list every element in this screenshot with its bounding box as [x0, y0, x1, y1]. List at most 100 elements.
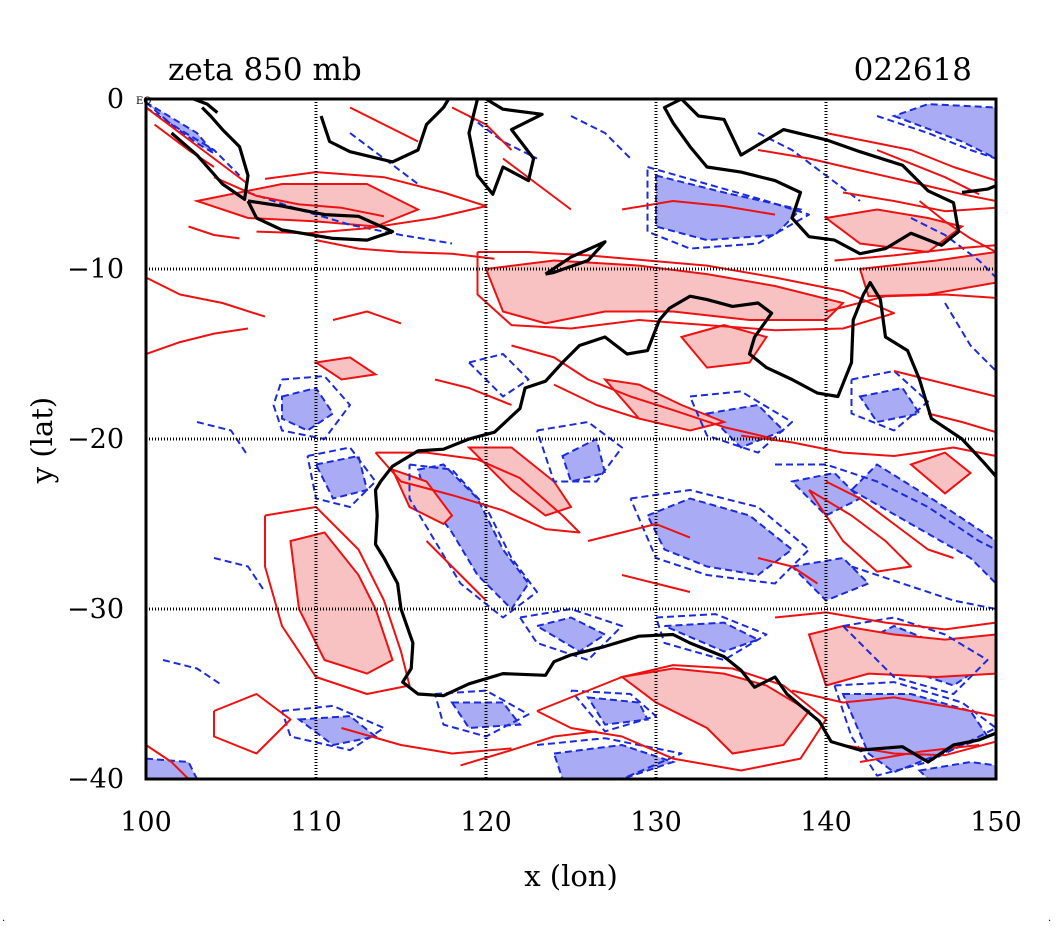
x-tick-label: 120 — [460, 807, 512, 838]
positive-region — [484, 259, 845, 325]
positive-contour — [349, 106, 419, 143]
positive-vorticity-contours — [146, 106, 996, 779]
positive-region — [313, 356, 379, 381]
negative-contour — [689, 390, 793, 454]
map-title: zeta 850 mb — [168, 52, 362, 88]
positive-region — [807, 624, 996, 687]
positive-contour — [511, 344, 776, 440]
negative-contour — [850, 370, 929, 432]
coastline-borneo — [319, 99, 450, 164]
negative-contour — [272, 375, 351, 440]
negative-contour — [349, 132, 419, 185]
negative-region — [891, 103, 996, 160]
corner-dot: · — [2, 916, 5, 927]
coastline-sumatra — [170, 106, 250, 201]
positive-contour — [153, 123, 215, 168]
coastline-australia — [379, 281, 996, 483]
coastline-sulawesi — [467, 99, 544, 196]
timestamp: 022618 — [854, 52, 972, 88]
coastline-new-britain — [961, 184, 996, 195]
negative-contour — [944, 302, 996, 372]
positive-region — [858, 250, 996, 298]
negative-contour — [247, 191, 453, 245]
positive-contour — [859, 744, 980, 763]
negative-contour — [306, 446, 377, 508]
x-axis-label: x (lon) — [524, 859, 618, 893]
negative-region — [281, 386, 335, 432]
negative-contour — [775, 463, 996, 551]
negative-contour — [833, 681, 996, 777]
positive-contour — [146, 276, 266, 318]
negative-contour — [213, 557, 266, 593]
negative-contour — [408, 463, 538, 619]
negative-contour — [851, 565, 996, 610]
negative-region — [917, 760, 996, 779]
positive-contour — [502, 157, 572, 211]
positive-contour — [536, 664, 827, 772]
positive-contour — [332, 310, 402, 325]
positive-contour — [553, 383, 640, 420]
negative-vorticity-contours — [146, 106, 996, 779]
positive-contour — [425, 540, 487, 602]
negative-region — [296, 715, 378, 747]
positive-contour — [791, 689, 996, 718]
positive-region — [679, 324, 769, 369]
positive-contour — [374, 451, 581, 534]
positive-contour — [434, 378, 512, 406]
positive-contour — [476, 251, 895, 332]
positive-region — [909, 451, 973, 495]
y-tick-label: −20 — [67, 424, 124, 455]
positive-contour — [213, 176, 385, 218]
negative-region — [534, 616, 607, 653]
negative-region — [849, 463, 996, 585]
negative-contour — [519, 608, 623, 661]
positive-contour — [876, 149, 980, 196]
negative-region — [858, 386, 922, 424]
negative-region — [664, 621, 761, 653]
positive-contour — [341, 727, 512, 755]
coastline-new-guinea — [662, 99, 961, 256]
positive-contour — [808, 489, 912, 573]
positive-contour — [834, 244, 996, 262]
positive-contour — [146, 106, 249, 185]
coastline-timor — [544, 240, 607, 276]
positive-contour — [825, 132, 996, 182]
negative-region — [789, 556, 871, 602]
equator-tag: EQ — [136, 96, 152, 107]
positive-contour — [740, 434, 996, 457]
positive-region — [619, 667, 811, 755]
y-tick-label: −40 — [67, 764, 124, 795]
positive-contour — [621, 574, 691, 593]
positive-contour — [893, 370, 996, 398]
x-tick-label: 100 — [120, 807, 172, 838]
negative-contour — [468, 115, 538, 160]
positive-contour — [315, 239, 495, 260]
negative-contour — [570, 689, 657, 733]
negative-contour — [434, 689, 530, 738]
x-tick-label: 140 — [800, 807, 852, 838]
positive-contour — [188, 225, 240, 240]
positive-contour — [256, 171, 487, 235]
negative-contour — [536, 421, 623, 483]
negative-contour — [757, 132, 861, 202]
positive-contour — [842, 191, 996, 213]
positive-contour — [927, 412, 996, 434]
x-tick-label: 130 — [630, 807, 682, 838]
negative-contour — [146, 106, 241, 177]
negative-region — [561, 437, 607, 483]
positive-contour — [757, 149, 996, 202]
y-axis-label: y (lat) — [25, 397, 59, 484]
positive-contour — [213, 693, 292, 755]
negative-contour — [196, 421, 249, 457]
negative-contour — [876, 115, 996, 160]
positive-contour — [757, 557, 819, 585]
negative-contour — [570, 115, 632, 160]
positive-contour — [825, 480, 954, 559]
x-tick-label: 150 — [970, 807, 1022, 838]
positive-contour — [621, 200, 776, 216]
negative-contour — [281, 704, 385, 752]
negative-region — [314, 454, 369, 500]
y-tick-label: −10 — [67, 254, 124, 285]
positive-contour — [460, 730, 597, 767]
